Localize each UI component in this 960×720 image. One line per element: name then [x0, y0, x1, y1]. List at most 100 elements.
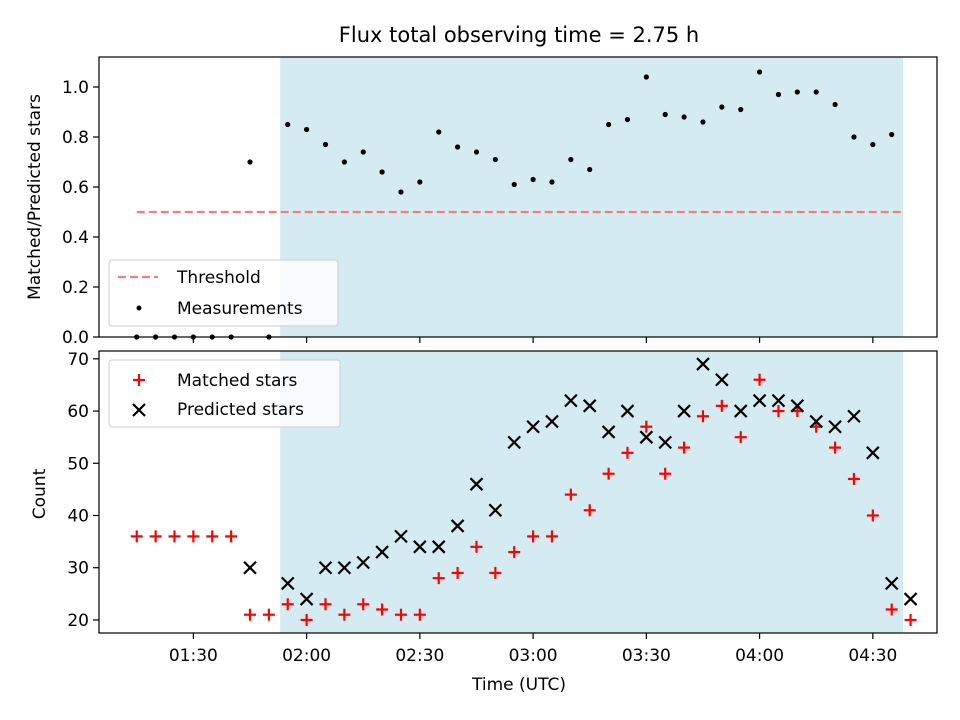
- measurement-point: [700, 119, 706, 125]
- ratio-y-tick-label: 0.2: [62, 278, 89, 298]
- measurement-point: [285, 121, 291, 128]
- count-y-axis: 20 30 40 50 60 70: [67, 350, 99, 631]
- measurement-point: [587, 166, 593, 173]
- ratio-y-tick-label: 0.8: [62, 128, 89, 148]
- count-y-tick-label: 30: [67, 559, 89, 579]
- x-tick-label: 02:00: [282, 646, 331, 666]
- predicted-point: [620, 404, 635, 418]
- matched-point: [866, 509, 879, 522]
- matched-point: [508, 546, 521, 559]
- matched-point: [149, 530, 162, 543]
- predicted-point: [677, 404, 691, 418]
- count-y-tick-label: 70: [67, 350, 89, 370]
- matched-point: [187, 530, 200, 543]
- count-y-tick-label: 20: [67, 611, 89, 631]
- matched-point: [583, 504, 596, 517]
- measurement-point: [360, 149, 366, 155]
- measurements-legend-label: Measurements: [177, 299, 303, 319]
- measurement-point: [511, 181, 517, 188]
- count-y-tick-label: 50: [67, 454, 89, 474]
- predicted-legend-swatch: [132, 403, 146, 417]
- matched-point: [432, 572, 445, 585]
- predicted-point: [715, 372, 729, 387]
- chart-title: Flux total observing time = 2.75 h: [339, 23, 699, 47]
- matched-point: [413, 608, 426, 621]
- measurement-point: [379, 169, 385, 175]
- measurement-point: [870, 141, 876, 148]
- matched-point: [678, 441, 691, 454]
- measurement-point: [775, 91, 782, 98]
- predicted-point: [299, 592, 314, 606]
- x-tick-label: 03:00: [509, 646, 558, 666]
- measurement-point: [247, 159, 253, 165]
- matched-point: [338, 608, 351, 621]
- predicted-point: [733, 404, 748, 418]
- predicted-point: [809, 414, 823, 429]
- x-tick-label: 01:30: [169, 646, 218, 666]
- matched-point: [602, 467, 615, 480]
- measurement-point: [662, 111, 668, 118]
- measurement-point: [719, 104, 725, 110]
- predicted-point: [469, 477, 484, 491]
- ratio-y-tick-label: 0.6: [62, 178, 89, 198]
- predicted-point: [828, 419, 842, 434]
- measurement-point: [605, 121, 612, 128]
- measurement-point: [624, 116, 631, 123]
- measurement-point: [492, 156, 498, 163]
- measurement-point: [304, 126, 310, 133]
- predicted-point: [790, 399, 805, 413]
- count-legend: Matched stars Predicted stars: [108, 359, 341, 428]
- matched-point: [527, 530, 540, 543]
- measurement-point: [643, 74, 649, 80]
- matched-point: [300, 613, 313, 626]
- x-tick-label: 02:30: [395, 646, 444, 666]
- predicted-point: [488, 503, 503, 518]
- matched-point: [715, 399, 728, 412]
- measurement-point: [530, 176, 536, 183]
- matched-point: [376, 603, 389, 616]
- matched-point: [489, 566, 502, 579]
- ratio-legend-box: [108, 259, 339, 327]
- matched-point: [829, 441, 842, 454]
- count-panel: 20 30 40 50 60 70 01:30 02:00 02:30 03:00 03:30 04…: [30, 350, 938, 695]
- measurements-legend-swatch: [136, 305, 142, 311]
- ratio-y-tick-label: 0.0: [62, 328, 89, 348]
- matched-point: [168, 530, 181, 543]
- matched-point: [357, 598, 370, 611]
- measurement-point: [568, 156, 574, 163]
- measurement-point: [794, 89, 800, 95]
- measurement-point: [417, 179, 423, 185]
- matched-point: [734, 431, 747, 444]
- predicted-point: [450, 519, 465, 533]
- count-y-tick-label: 40: [67, 507, 89, 527]
- predicted-point: [601, 425, 616, 439]
- matched-point: [545, 530, 558, 543]
- count-plot-frame: [98, 350, 938, 634]
- predicted-point: [413, 540, 427, 554]
- predicted-point: [318, 560, 333, 575]
- ratio-panel: 0.0 0.2 0.4 0.6 0.8 1.0 Matched/Predicted sta…: [25, 56, 938, 348]
- matched-legend-label: Matched stars: [177, 371, 297, 391]
- predicted-point: [866, 446, 880, 460]
- predicted-point: [526, 419, 540, 434]
- predicted-point: [884, 576, 899, 591]
- predicted-point: [507, 435, 522, 450]
- predicted-point: [243, 560, 257, 575]
- measurement-point: [549, 179, 555, 185]
- matched-point: [451, 566, 464, 579]
- matched-point: [262, 608, 275, 621]
- measurement-point: [455, 144, 461, 150]
- ratio-y-tick-label: 0.4: [62, 228, 89, 248]
- x-axis-label: Time (UTC): [471, 675, 566, 695]
- matched-point: [564, 488, 577, 501]
- predicted-point: [394, 529, 408, 544]
- predicted-point: [375, 545, 389, 559]
- predicted-point: [847, 409, 861, 424]
- count-y-tick-label: 60: [67, 402, 89, 422]
- measurement-point: [813, 89, 819, 95]
- predicted-point: [752, 393, 767, 408]
- matched-point: [904, 613, 917, 626]
- matched-point: [696, 410, 709, 423]
- matched-point: [621, 446, 634, 459]
